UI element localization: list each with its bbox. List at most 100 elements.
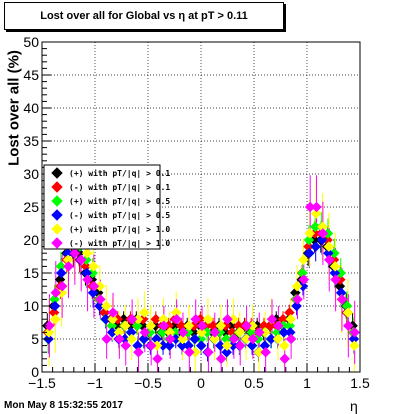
data-point [107,313,118,325]
data-point [138,333,150,345]
data-point [266,313,278,325]
data-point [88,261,99,272]
data-point [310,241,322,252]
data-point [164,333,176,345]
data-point [196,327,207,338]
data-point [292,294,303,305]
data-point [298,274,310,285]
data-point [177,327,189,338]
data-point [303,234,315,246]
timestamp: Mon May 8 15:32:55 2017 [4,400,123,411]
data-point [94,294,106,305]
data-point [43,327,55,338]
data-point [272,333,284,345]
y-tick-label: 25 [23,199,39,215]
data-point [311,201,322,213]
data-point [87,287,99,299]
legend-marker [51,167,63,179]
data-point [303,247,315,259]
data-point [183,346,195,358]
data-point [177,333,188,345]
legend-label: (+) with pT/|q| > 0.5 [69,196,170,206]
data-point [228,333,240,345]
data-point [285,333,297,345]
x-tick-label: 1.5 [350,375,370,391]
data-point [145,320,157,332]
data-point [131,320,143,332]
data-point [56,280,68,292]
data-point [304,228,316,239]
data-point [221,346,233,358]
data-point [152,353,163,365]
data-points [41,201,361,365]
data-point [196,320,208,332]
legend-marker [51,209,63,221]
data-point [215,320,227,332]
data-point [158,320,170,332]
data-point [50,287,62,299]
data-point [44,320,55,332]
data-point [69,247,81,259]
axis-ticks: −1.5 −1 −0.5 0 0.5 1 1.5 0 5 10 15 20 25 30 35 40 45 50 [23,34,370,391]
data-point [246,340,258,351]
y-tick-label: 40 [23,100,39,116]
y-tick-label: 30 [23,166,39,182]
data-point [63,261,74,272]
data-point [190,313,202,325]
data-point [120,340,132,351]
data-point [253,327,265,338]
data-point [126,313,138,325]
data-point [316,234,328,246]
x-tick-label: −0.5 [134,375,162,391]
y-axis-label: Lost over all (%) [5,50,23,166]
data-point [221,340,233,351]
data-point [145,340,157,351]
data-point [298,254,309,266]
chart-title: Lost over all for Global vs η at pT > 0.… [40,10,248,22]
data-point [285,313,297,325]
legend-label: (-) with pT/|q| > 0.1 [69,182,170,192]
y-tick-label: 50 [23,34,39,50]
data-point [150,313,162,325]
x-tick-label: 0.5 [244,375,264,391]
x-tick-label: −1 [87,375,103,391]
legend-marker [51,181,63,193]
data-point [183,320,195,332]
title-box: Lost over all for Global vs η at pT > 0.… [4,2,284,30]
legend-label: (-) with pT/|q| > 0.5 [69,210,170,220]
data-point [260,346,272,358]
x-tick-label: 0 [197,375,205,391]
data-point [234,327,246,338]
data-point [55,267,67,279]
legend-label: (+) with pT/|q| > 1.0 [69,224,170,234]
x-tick-label: 1 [303,375,311,391]
y-tick-label: 20 [23,232,39,248]
data-point [247,333,259,345]
y-tick-label: 0 [31,364,39,380]
y-tick-label: 10 [23,298,39,314]
data-point [164,340,175,351]
data-point [323,254,335,266]
data-point [241,320,252,332]
legend-label: (-) with pT/|q| > 1.0 [69,238,170,248]
legend-label: (+) with pT/|q| > 0.1 [69,168,170,178]
data-point [291,280,303,292]
data-point [50,313,61,325]
data-point [310,208,322,219]
data-point [342,320,354,332]
x-tick-label: −1.5 [28,375,56,391]
data-point [330,274,341,285]
y-tick-label: 35 [23,133,39,149]
data-point [119,320,131,332]
data-point [342,307,354,318]
data-point [273,320,284,332]
data-point [88,280,100,292]
data-point [114,333,125,345]
legend-marker [51,195,63,207]
y-tick-label: 15 [23,265,39,281]
legend-box [43,164,161,250]
data-point [203,346,214,358]
data-point [126,333,138,345]
y-tick-label: 45 [23,67,39,83]
data-point [222,313,233,325]
